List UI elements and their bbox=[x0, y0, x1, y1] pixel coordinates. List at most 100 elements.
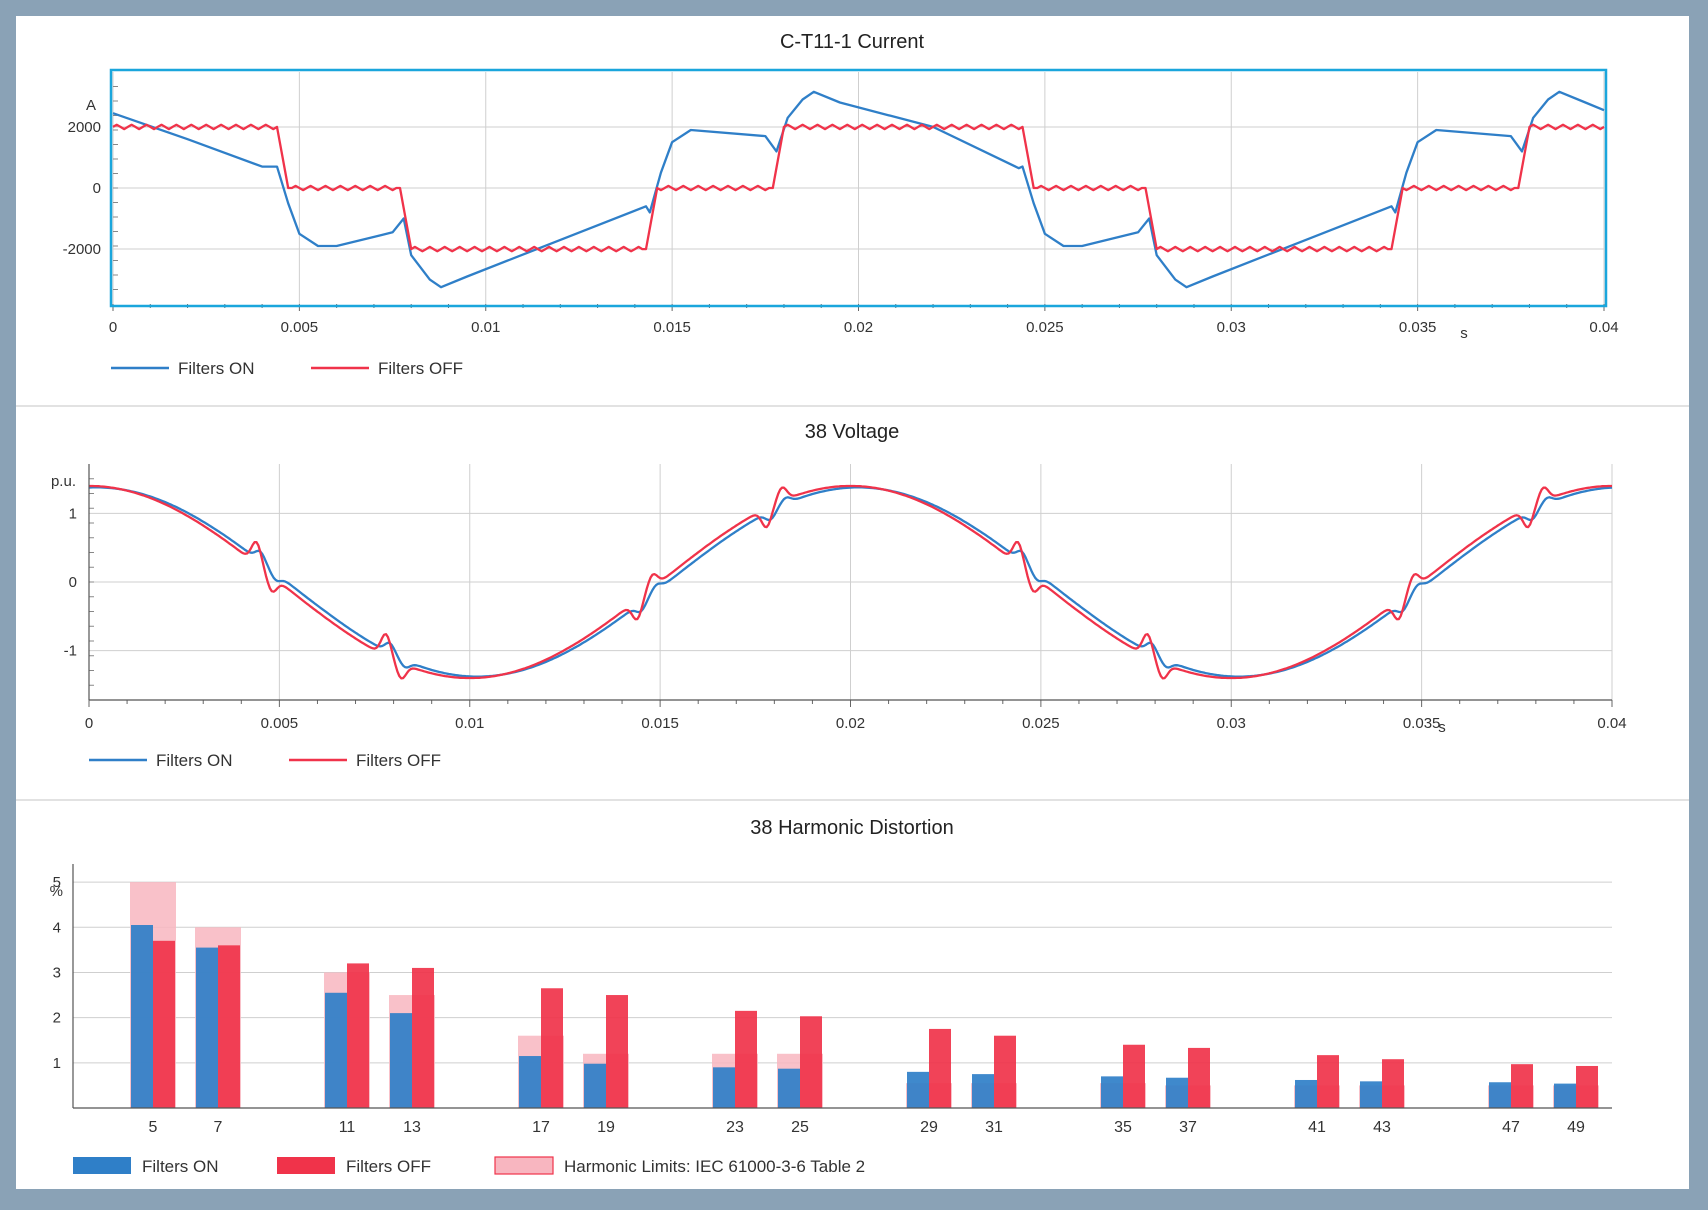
x-tick-label: 43 bbox=[1373, 1119, 1391, 1136]
x-tick-label: 0.035 bbox=[1403, 715, 1441, 732]
x-tick-label: 13 bbox=[403, 1119, 421, 1136]
bar-filters-off bbox=[1317, 1055, 1339, 1108]
x-tick-label: 0 bbox=[109, 319, 117, 336]
x-tick-label: 41 bbox=[1308, 1119, 1326, 1136]
chart-title: C-T11-1 Current bbox=[780, 31, 925, 53]
bar-filters-on bbox=[1166, 1077, 1188, 1108]
bar-filters-on bbox=[778, 1068, 800, 1108]
chart-title: 38 Voltage bbox=[805, 421, 900, 443]
x-tick-label: 49 bbox=[1567, 1119, 1585, 1136]
bar-filters-off bbox=[541, 988, 563, 1108]
x-tick-label: 31 bbox=[985, 1119, 1003, 1136]
bar-filters-on bbox=[713, 1067, 735, 1108]
y-tick-label: 0 bbox=[93, 180, 101, 197]
y-tick-label: 5 bbox=[53, 874, 61, 891]
series-line-filters-on bbox=[112, 90, 1605, 289]
x-tick-label: 25 bbox=[791, 1119, 809, 1136]
x-tick-label: 47 bbox=[1502, 1119, 1520, 1136]
bar-filters-on bbox=[519, 1056, 541, 1108]
legend-swatch-harmonic-limits bbox=[494, 1156, 554, 1175]
x-tick-label: 23 bbox=[726, 1119, 744, 1136]
bar-filters-on bbox=[584, 1063, 606, 1108]
bar-filters-on bbox=[907, 1071, 929, 1108]
y-unit-label: % bbox=[50, 883, 63, 900]
x-tick-label: 0.005 bbox=[261, 715, 299, 732]
plot-frame bbox=[109, 68, 1608, 308]
chart-canvas: C-T11-1 Current A s 0 0.005 0.01 0.015 0.02 0… bbox=[16, 31, 1689, 1176]
legend-swatch-filters-off bbox=[277, 1157, 335, 1174]
bar-filters-on bbox=[1101, 1076, 1123, 1108]
bar-filters-on bbox=[131, 925, 153, 1108]
bar-filters-on bbox=[1489, 1082, 1511, 1108]
bar-filters-off bbox=[153, 940, 175, 1108]
x-tick-label: 37 bbox=[1179, 1119, 1197, 1136]
x-tick-label: 0.02 bbox=[844, 319, 873, 336]
bar-filters-off bbox=[1188, 1047, 1210, 1108]
x-tick-label: 0.015 bbox=[641, 715, 679, 732]
y-tick-label: 3 bbox=[53, 964, 61, 981]
bar-filters-off bbox=[929, 1028, 951, 1108]
x-tick-label: 0 bbox=[85, 715, 93, 732]
bar-filters-on bbox=[972, 1074, 994, 1108]
x-tick-label: 7 bbox=[214, 1119, 223, 1136]
x-tick-label: 0.03 bbox=[1217, 319, 1246, 336]
bar-filters-on bbox=[390, 1013, 412, 1108]
bar-filters-on bbox=[196, 947, 218, 1108]
legend: Filters ON Filters OFF Harmonic Limits: … bbox=[73, 1156, 865, 1176]
series-line-filters-off bbox=[89, 484, 1612, 680]
legend-label-filters-on: Filters ON bbox=[178, 359, 255, 378]
x-tick-label: 19 bbox=[597, 1119, 615, 1136]
chart-figure: C-T11-1 Current A s 0 0.005 0.01 0.015 0.02 0… bbox=[16, 16, 1689, 1189]
chart-title: 38 Harmonic Distortion bbox=[750, 817, 953, 839]
x-tick-label: 0.03 bbox=[1217, 715, 1246, 732]
bar-filters-off bbox=[1511, 1064, 1533, 1108]
bar-filters-off bbox=[218, 945, 240, 1108]
x-tick-label: 0.025 bbox=[1022, 715, 1060, 732]
y-unit-label: p.u. bbox=[51, 473, 76, 490]
y-tick-label: -2000 bbox=[63, 241, 101, 258]
bar-filters-on bbox=[1554, 1083, 1576, 1108]
legend-label-filters-off: Filters OFF bbox=[378, 359, 463, 378]
legend-label-filters-on: Filters ON bbox=[142, 1157, 219, 1176]
y-tick-label: 1 bbox=[69, 505, 77, 522]
y-tick-label: 4 bbox=[53, 919, 61, 936]
series-line-filters-off bbox=[112, 123, 1605, 253]
y-tick-label: 1 bbox=[53, 1055, 61, 1072]
bar-filters-off bbox=[735, 1010, 757, 1108]
y-tick-label: -1 bbox=[64, 643, 77, 660]
x-tick-label: 0.01 bbox=[471, 319, 500, 336]
bar-filters-on bbox=[1295, 1079, 1317, 1108]
bar-filters-on bbox=[325, 992, 347, 1108]
bar-filters-off bbox=[1382, 1059, 1404, 1108]
voltage-chart: 38 Voltage p.u. s 0 0.005 0.01 0.015 0.02 0.0… bbox=[51, 421, 1627, 770]
y-tick-label: 0 bbox=[69, 574, 77, 591]
bar-filters-off bbox=[347, 963, 369, 1108]
legend-label-filters-on: Filters ON bbox=[156, 751, 233, 770]
x-tick-label: 0.04 bbox=[1597, 715, 1626, 732]
x-tick-label: 29 bbox=[920, 1119, 938, 1136]
bar-filters-on bbox=[1360, 1081, 1382, 1108]
legend-label-filters-off: Filters OFF bbox=[346, 1157, 431, 1176]
bar-filters-off bbox=[606, 995, 628, 1108]
x-tick-label: 0.035 bbox=[1399, 319, 1437, 336]
y-tick-label: 2000 bbox=[68, 119, 101, 136]
current-chart: C-T11-1 Current A s 0 0.005 0.01 0.015 0.02 0… bbox=[63, 31, 1619, 378]
bar-filters-off bbox=[800, 1016, 822, 1108]
x-tick-label: 35 bbox=[1114, 1119, 1132, 1136]
x-tick-label: 0.02 bbox=[836, 715, 865, 732]
bar-filters-off bbox=[1123, 1044, 1145, 1108]
legend: Filters ON Filters OFF bbox=[111, 359, 463, 378]
x-unit-label: s bbox=[1460, 325, 1468, 342]
x-tick-label: 0.015 bbox=[653, 319, 691, 336]
x-tick-label: 17 bbox=[532, 1119, 550, 1136]
y-tick-label: 2 bbox=[53, 1010, 61, 1027]
x-tick-label: 5 bbox=[149, 1119, 158, 1136]
bar-filters-off bbox=[994, 1035, 1016, 1108]
x-tick-label: 0.025 bbox=[1026, 319, 1064, 336]
x-tick-label: 0.005 bbox=[281, 319, 319, 336]
y-unit-label: A bbox=[86, 97, 96, 114]
x-tick-label: 0.04 bbox=[1589, 319, 1618, 336]
x-tick-label: 0.01 bbox=[455, 715, 484, 732]
legend-swatch-filters-on bbox=[73, 1157, 131, 1174]
